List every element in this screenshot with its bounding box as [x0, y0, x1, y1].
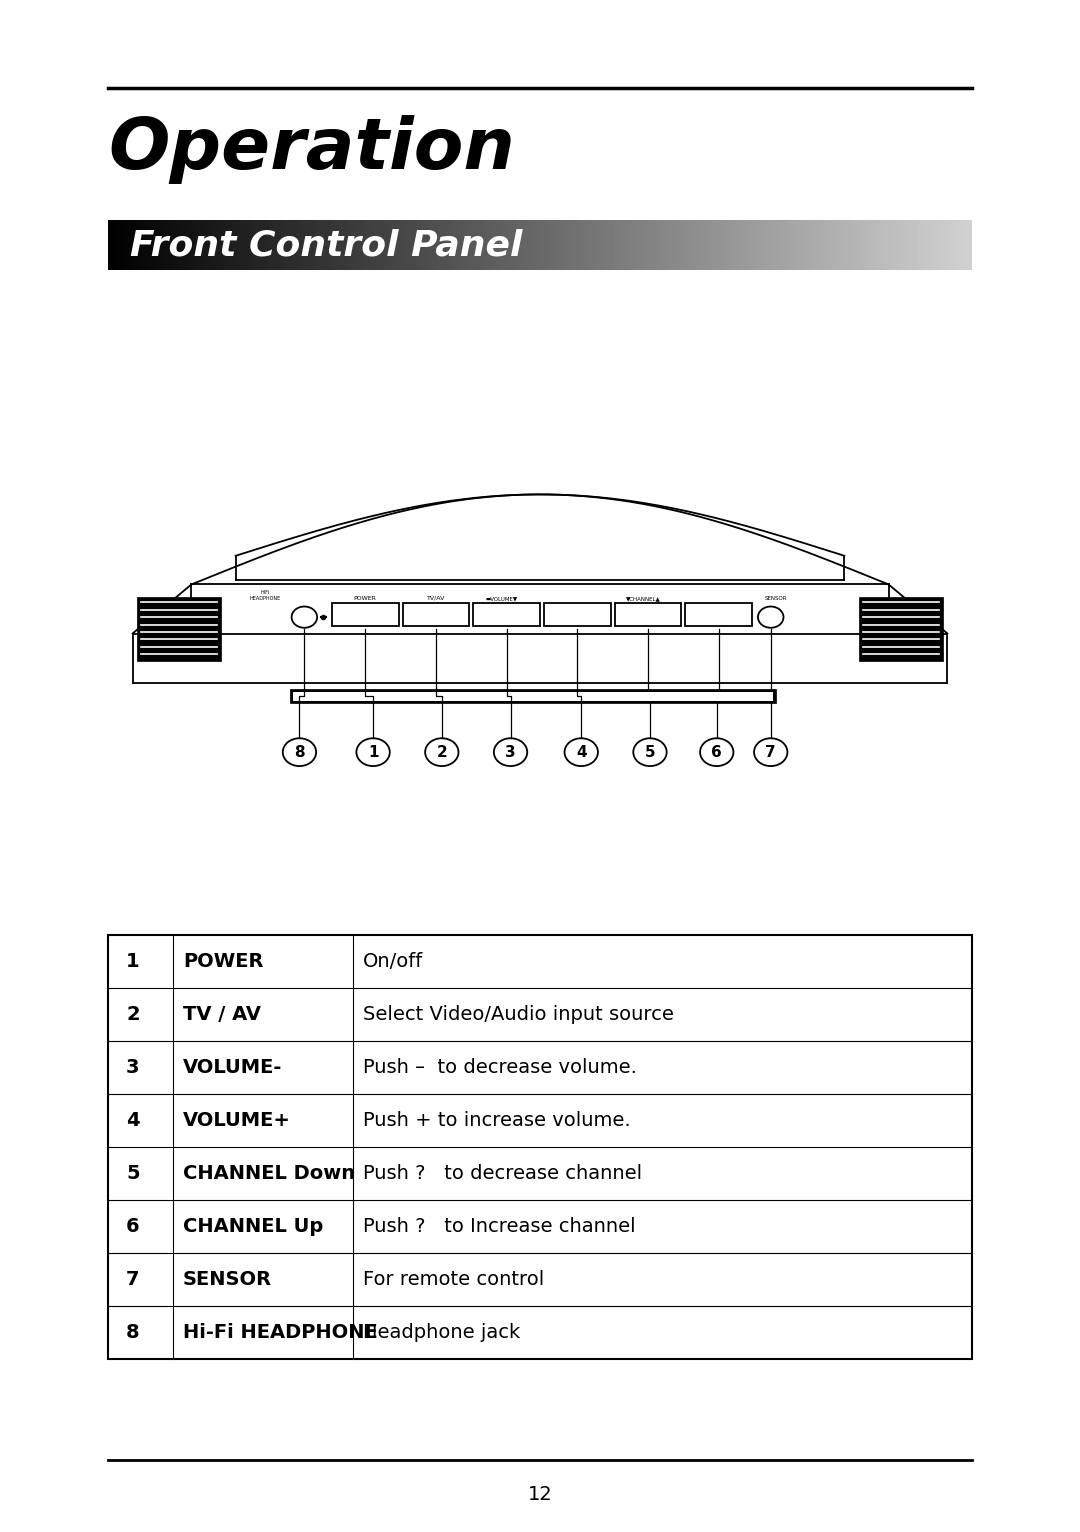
- Text: Push + to increase volume.: Push + to increase volume.: [363, 1111, 631, 1131]
- Text: 8: 8: [294, 745, 305, 760]
- Bar: [137, 596, 221, 660]
- Bar: [108, 935, 972, 1359]
- Text: CHANNEL Down: CHANNEL Down: [183, 1164, 355, 1183]
- Text: ▼CHANNEL▲: ▼CHANNEL▲: [625, 596, 661, 601]
- Text: Push ?   to Increase channel: Push ? to Increase channel: [363, 1216, 636, 1236]
- Text: On/off: On/off: [363, 951, 423, 971]
- Bar: [859, 596, 943, 660]
- Text: CHANNEL Up: CHANNEL Up: [183, 1216, 323, 1236]
- Text: 12: 12: [528, 1486, 552, 1504]
- Text: 7: 7: [766, 745, 777, 760]
- Text: Headphone jack: Headphone jack: [363, 1324, 521, 1342]
- Text: 3: 3: [505, 745, 516, 760]
- Text: 6: 6: [712, 745, 723, 760]
- Text: VOLUME+: VOLUME+: [183, 1111, 291, 1131]
- Text: POWER: POWER: [183, 951, 264, 971]
- Bar: [332, 604, 399, 627]
- Text: SENSOR: SENSOR: [183, 1270, 272, 1288]
- Bar: [544, 604, 610, 627]
- Text: Front Control Panel: Front Control Panel: [130, 228, 522, 262]
- Text: 3: 3: [126, 1059, 139, 1077]
- Bar: [473, 604, 540, 627]
- Text: SENSOR: SENSOR: [765, 596, 787, 601]
- Text: 4: 4: [576, 745, 586, 760]
- Text: 8: 8: [126, 1324, 139, 1342]
- Text: Select Video/Audio input source: Select Video/Audio input source: [363, 1005, 674, 1023]
- Text: VOLUME-: VOLUME-: [183, 1059, 282, 1077]
- Text: For remote control: For remote control: [363, 1270, 544, 1288]
- Text: TV/AV: TV/AV: [427, 596, 445, 601]
- Bar: [615, 604, 681, 627]
- Text: 5: 5: [645, 745, 656, 760]
- Text: 2: 2: [436, 745, 447, 760]
- Text: 7: 7: [126, 1270, 139, 1288]
- Text: 2: 2: [126, 1005, 139, 1023]
- Text: 5: 5: [126, 1164, 139, 1183]
- Text: TV / AV: TV / AV: [183, 1005, 261, 1023]
- Text: HiFi
HEADPHONE: HiFi HEADPHONE: [249, 590, 281, 601]
- Bar: [289, 689, 775, 703]
- Text: 6: 6: [126, 1216, 139, 1236]
- Text: POWER: POWER: [354, 596, 377, 601]
- Text: Operation: Operation: [108, 115, 515, 184]
- Text: Push ?   to decrease channel: Push ? to decrease channel: [363, 1164, 643, 1183]
- Text: 1: 1: [126, 951, 139, 971]
- Text: Hi-Fi HEADPHONE: Hi-Fi HEADPHONE: [183, 1324, 378, 1342]
- Bar: [293, 691, 772, 700]
- Bar: [686, 604, 752, 627]
- Text: 4: 4: [126, 1111, 139, 1131]
- Text: Push –  to decrease volume.: Push – to decrease volume.: [363, 1059, 637, 1077]
- Text: 1: 1: [368, 745, 378, 760]
- Bar: [403, 604, 470, 627]
- Text: ▬VOLUME▼: ▬VOLUME▼: [486, 596, 517, 601]
